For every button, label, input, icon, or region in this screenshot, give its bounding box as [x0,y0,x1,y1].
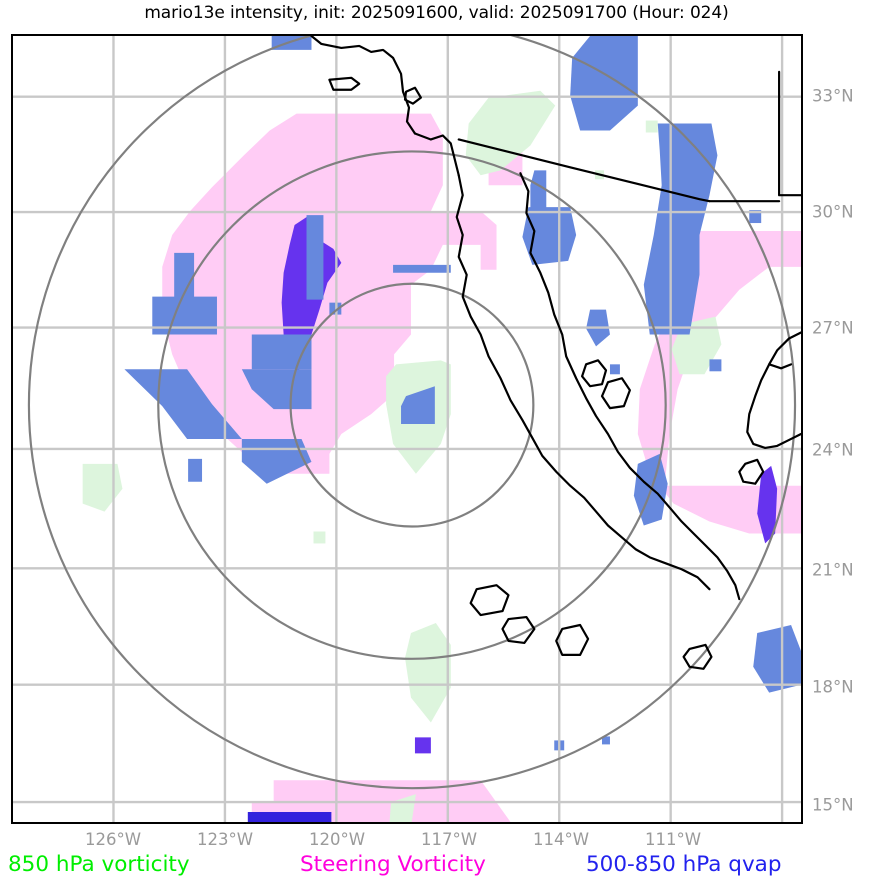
lon-tick-120w: 120°W [308,830,366,849]
lon-tick-123w: 123°W [196,830,254,849]
lat-tick-27n: 27°N [812,318,854,338]
range-ring-middle [157,150,667,660]
legend-label-500-850hpa-qvap: 500-850 hPa qvap [586,852,782,877]
legend-label-850hpa-vorticity: 850 hPa vorticity [8,852,190,877]
lon-tick-111w: 111°W [644,830,702,849]
lon-tick-126w: 126°W [84,830,142,849]
page-title: mario13e intensity, init: 2025091600, va… [144,3,729,23]
coastlines [310,36,801,670]
lat-tick-15n: 15°N [812,795,854,815]
lon-tick-117w: 117°W [420,830,478,849]
range-ring-inner [289,282,535,528]
lat-tick-24n: 24°N [812,440,854,460]
map-canvas [13,36,801,822]
range-ring-outer [27,36,797,790]
lat-tick-18n: 18°N [812,677,854,697]
map-gridlines [13,36,801,822]
lon-tick-114w: 114°W [532,830,590,849]
lat-tick-21n: 21°N [812,560,854,580]
lat-tick-30n: 30°N [812,202,854,222]
map-legend: 850 hPa vorticity Steering Vorticity 500… [0,852,873,886]
map-plot-area [11,34,803,824]
legend-label-steering-vorticity: Steering Vorticity [300,852,486,877]
qvap-fill [74,36,801,822]
storm-range-rings [27,36,797,790]
lat-tick-33n: 33°N [812,86,854,106]
